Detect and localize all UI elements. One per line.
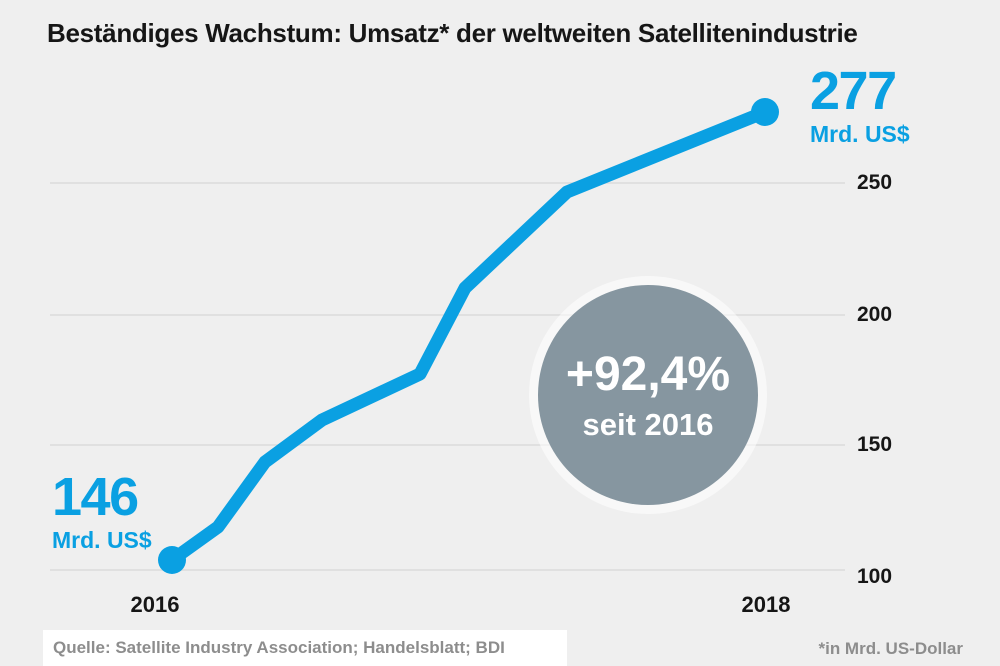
- y-tick-label-200: 200: [857, 303, 893, 326]
- footnote-text: *in Mrd. US-Dollar: [818, 639, 963, 658]
- start-value-unit: Mrd. US$: [52, 527, 152, 553]
- start-value-label: 146 Mrd. US$: [52, 470, 152, 552]
- growth-since: seit 2016: [582, 406, 714, 442]
- start-value: 146: [52, 467, 139, 527]
- x-tick-label-2016: 2016: [130, 592, 180, 617]
- y-tick-label-250: 250: [857, 171, 893, 194]
- end-value-unit: Mrd. US$: [810, 121, 910, 147]
- growth-badge: +92,4% seit 2016: [538, 285, 758, 505]
- y-tick-label-150: 150: [857, 433, 893, 456]
- source-box: Quelle: Satellite Industry Association; …: [43, 630, 567, 666]
- data-point-end-dot: [751, 98, 779, 126]
- end-value: 277: [810, 61, 897, 121]
- data-point-start-dot: [158, 546, 186, 574]
- trend-line: [165, 105, 772, 567]
- end-value-label: 277 Mrd. US$: [810, 64, 910, 146]
- growth-percentage: +92,4%: [565, 347, 731, 401]
- x-tick-label-2018: 2018: [741, 592, 791, 617]
- y-tick-label-100: 100: [857, 565, 893, 588]
- source-text: Quelle: Satellite Industry Association; …: [53, 638, 505, 657]
- page-title: Beständiges Wachstum: Umsatz* der weltwe…: [47, 18, 858, 48]
